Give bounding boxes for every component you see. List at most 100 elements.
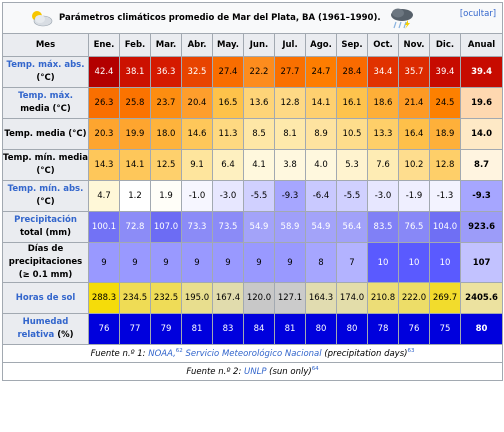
- value-cell: 32.5: [181, 56, 213, 88]
- value-cell: 5.3: [336, 149, 368, 181]
- value-cell: 8.9: [305, 118, 337, 150]
- reference-link[interactable]: 63: [407, 348, 415, 355]
- month-header: Mar.: [150, 33, 182, 57]
- row-label-link[interactable]: Temp. máx.: [18, 91, 73, 101]
- month-header: Nov.: [398, 33, 430, 57]
- value-cell: 164.3: [305, 282, 337, 314]
- value-cell: 73.5: [212, 211, 244, 243]
- value-cell: 9: [150, 242, 182, 283]
- value-cell: 4.0: [305, 149, 337, 181]
- table-row: Temp. mín. abs. (°C) 4.7 1.2 1.9 -1.0 -3.0 -5.…: [2, 180, 504, 212]
- value-cell: 72.8: [119, 211, 151, 243]
- value-cell: -5.5: [243, 180, 275, 212]
- value-cell: 4.1: [243, 149, 275, 181]
- annual-header: Anual: [459, 33, 504, 57]
- row-label-link[interactable]: Horas de sol: [15, 292, 76, 303]
- value-cell: 77: [119, 313, 151, 345]
- value-cell: 12.5: [150, 149, 182, 181]
- value-cell: 80: [305, 313, 337, 345]
- row-label: Horas de sol: [2, 282, 89, 314]
- value-cell: 10.2: [398, 149, 430, 181]
- noaa-link[interactable]: NOAA,: [148, 348, 176, 359]
- value-cell: 10: [429, 242, 461, 283]
- value-cell: 76: [398, 313, 430, 345]
- value-cell: 18.0: [150, 118, 182, 150]
- value-cell: 18.6: [367, 87, 399, 119]
- value-cell: 10: [367, 242, 399, 283]
- value-cell: 4.7: [88, 180, 120, 212]
- row-label-suffix: total (mm): [19, 228, 72, 238]
- row-label-link[interactable]: Temp. máx. abs.: [6, 60, 85, 70]
- value-cell: 35.7: [398, 56, 430, 88]
- value-cell: 23.7: [150, 87, 182, 119]
- annual-value-cell: 19.6: [459, 87, 504, 119]
- row-label-suffix: (°C): [36, 73, 55, 83]
- value-cell: -1.3: [429, 180, 461, 212]
- value-cell: 76: [88, 313, 120, 345]
- month-header: Jun.: [243, 33, 275, 57]
- value-cell: 14.6: [181, 118, 213, 150]
- caption-title: Parámetros climáticos promedio de Mar de…: [59, 13, 381, 23]
- month-header: May.: [212, 33, 244, 57]
- value-cell: 54.9: [243, 211, 275, 243]
- row-label: Humedad relativa (%): [2, 313, 89, 345]
- value-cell: 11.3: [212, 118, 244, 150]
- row-label: Temp. máx. abs. (°C): [2, 56, 89, 88]
- value-cell: 8.1: [274, 118, 306, 150]
- row-label-link[interactable]: Temp. mín. abs.: [7, 184, 84, 194]
- footnote-suffix: (sun only): [266, 366, 312, 377]
- value-cell: 84: [243, 313, 275, 345]
- value-cell: 21.4: [398, 87, 430, 119]
- reference-link[interactable]: 64: [311, 366, 319, 373]
- table-row: Temp. máx. media (°C) 26.3 25.8 23.7 20.4 16.…: [2, 87, 504, 119]
- value-cell: 80: [336, 313, 368, 345]
- value-cell: 232.5: [150, 282, 182, 314]
- row-label-link[interactable]: Humedad relativa: [17, 317, 69, 340]
- reference-link[interactable]: 62: [175, 348, 183, 355]
- month-header: Dic.: [429, 33, 461, 57]
- smn-link[interactable]: Servicio Meteorológico Nacional: [185, 348, 322, 359]
- month-header: Ago.: [305, 33, 337, 57]
- table-row: Humedad relativa (%) 76 77 79 81 83 84 81 80 80 78…: [2, 313, 504, 345]
- annual-value-cell: 39.4: [459, 56, 504, 88]
- value-cell: 9: [212, 242, 244, 283]
- row-label: Temp. mín. abs. (°C): [2, 180, 89, 212]
- value-cell: 234.5: [119, 282, 151, 314]
- value-cell: 104.0: [429, 211, 461, 243]
- value-cell: 24.7: [305, 56, 337, 88]
- value-cell: 3.8: [274, 149, 306, 181]
- annual-value-cell: 14.0: [459, 118, 504, 150]
- value-cell: 1.9: [150, 180, 182, 212]
- value-cell: 7: [336, 242, 368, 283]
- annual-value-cell: 107: [459, 242, 504, 283]
- value-cell: 10.5: [336, 118, 368, 150]
- value-cell: 83.5: [367, 211, 399, 243]
- annual-value-cell: -9.3: [459, 180, 504, 212]
- value-cell: 14.1: [119, 149, 151, 181]
- table-row: Precipitación total (mm) 100.1 72.8 107.0 73…: [2, 211, 504, 243]
- row-label-link[interactable]: Precipitación: [14, 215, 77, 225]
- month-header: Ene.: [88, 33, 120, 57]
- row-label-text: Temp. mín. media (°C): [3, 153, 88, 176]
- row-label-text: Temp. media (°C): [4, 128, 87, 139]
- value-cell: -1.9: [398, 180, 430, 212]
- value-cell: 16.4: [398, 118, 430, 150]
- sun-behind-cloud-icon: [32, 11, 53, 27]
- value-cell: 38.1: [119, 56, 151, 88]
- value-cell: 26.3: [88, 87, 120, 119]
- value-cell: 1.2: [119, 180, 151, 212]
- value-cell: 19.9: [119, 118, 151, 150]
- row-label-suffix: (°C): [36, 197, 55, 207]
- value-cell: 56.4: [336, 211, 368, 243]
- value-cell: 13.6: [243, 87, 275, 119]
- hide-toggle-link[interactable]: [ocultar]: [459, 9, 497, 19]
- unlp-link[interactable]: UNLP: [244, 366, 267, 377]
- row-label-text: Días de precipitaciones (≥ 0.1 mm): [8, 244, 83, 280]
- value-cell: 16.1: [336, 87, 368, 119]
- footnote-suffix: (precipitation days): [321, 348, 408, 359]
- row-label: Días de precipitaciones (≥ 0.1 mm): [2, 242, 89, 283]
- header-corner: Mes: [2, 33, 89, 57]
- value-cell: 222.0: [398, 282, 430, 314]
- value-cell: 127.1: [274, 282, 306, 314]
